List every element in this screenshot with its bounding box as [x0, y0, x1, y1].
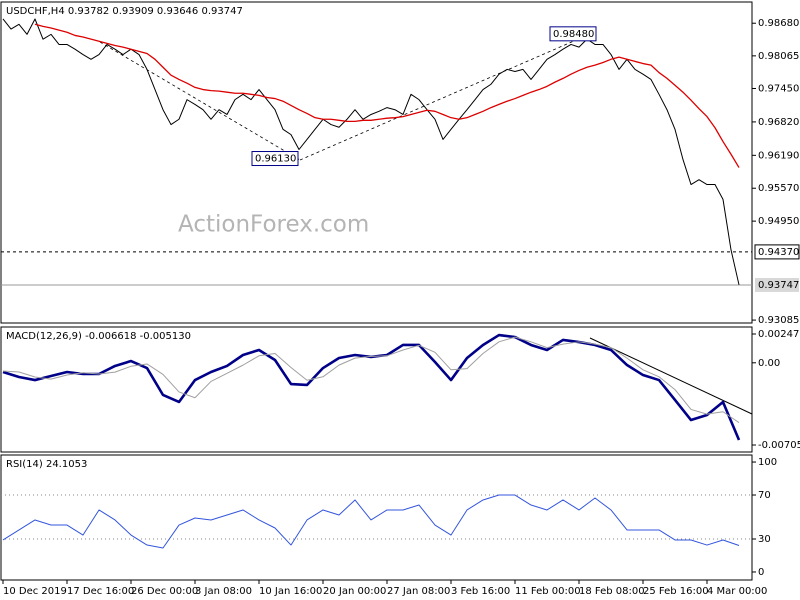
trend-line: [99, 41, 301, 161]
y-tick-label: 0.98680: [758, 18, 799, 29]
x-tick-label: 3 Feb 16:00: [451, 586, 510, 597]
annotation: 0.96130: [255, 154, 296, 165]
y-tick-label: 0.93085: [758, 315, 799, 326]
panel-title: USDCHF,H4 0.93782 0.93909 0.93646 0.9374…: [6, 6, 243, 17]
annotation: 0.98480: [553, 29, 594, 40]
y-tick-label: 100: [758, 457, 777, 468]
y-tick-label: 0.98065: [758, 51, 799, 62]
panel: [0, 1, 753, 324]
y-tick-label: 0.96820: [758, 117, 799, 128]
x-tick-label: 4 Mar 00:00: [707, 586, 767, 597]
y-tick-label: 70: [758, 490, 771, 501]
y-tick-label: 0.00247: [758, 329, 799, 340]
series-line: [2, 494, 740, 549]
x-tick-label: 20 Jan 00:00: [323, 586, 386, 597]
series-line: [2, 18, 740, 285]
y-tick-label: 0.95570: [758, 183, 799, 194]
watermark: ActionForex.com: [178, 212, 369, 238]
trend-line: [299, 33, 591, 161]
x-tick-label: 26 Dec 00:00: [131, 586, 198, 597]
price-label-box: [754, 244, 800, 260]
x-tick-label: 3 Jan 08:00: [195, 586, 252, 597]
x-tick-label: 10 Dec 2019: [3, 586, 67, 597]
y-tick-label: 0.94950: [758, 216, 799, 227]
price-label-box: [755, 277, 799, 292]
x-tick-label: 10 Jan 16:00: [259, 586, 322, 597]
x-tick-label: 18 Feb 08:00: [579, 586, 645, 597]
panel: [0, 326, 753, 453]
x-tick-label: 27 Jan 08:00: [387, 586, 450, 597]
series-line: [2, 336, 740, 424]
y-tick-label: -0.007051: [758, 440, 800, 451]
y-tick-label: 30: [758, 534, 771, 545]
y-tick-label: 0.00: [758, 358, 780, 369]
y-tick-label: 0.96190: [758, 150, 799, 161]
price-label: 0.93747: [758, 280, 799, 291]
panel: [0, 454, 753, 581]
annotation-box: [251, 151, 299, 167]
x-tick-label: 17 Dec 16:00: [67, 586, 134, 597]
x-tick-label: 11 Feb 00:00: [515, 586, 581, 597]
trend-line: [589, 337, 753, 415]
panel-title: RSI(14) 24.1053: [6, 459, 87, 470]
x-tick-label: 25 Feb 16:00: [643, 586, 709, 597]
series-line: [34, 23, 740, 168]
annotation-box: [549, 26, 597, 42]
price-label: 0.94370: [758, 247, 799, 258]
panel-title: MACD(12,26,9) -0.006618 -0.005130: [6, 331, 191, 342]
series-line: [2, 333, 741, 441]
y-tick-label: 0.97450: [758, 83, 799, 94]
y-tick-label: 0: [758, 567, 764, 578]
